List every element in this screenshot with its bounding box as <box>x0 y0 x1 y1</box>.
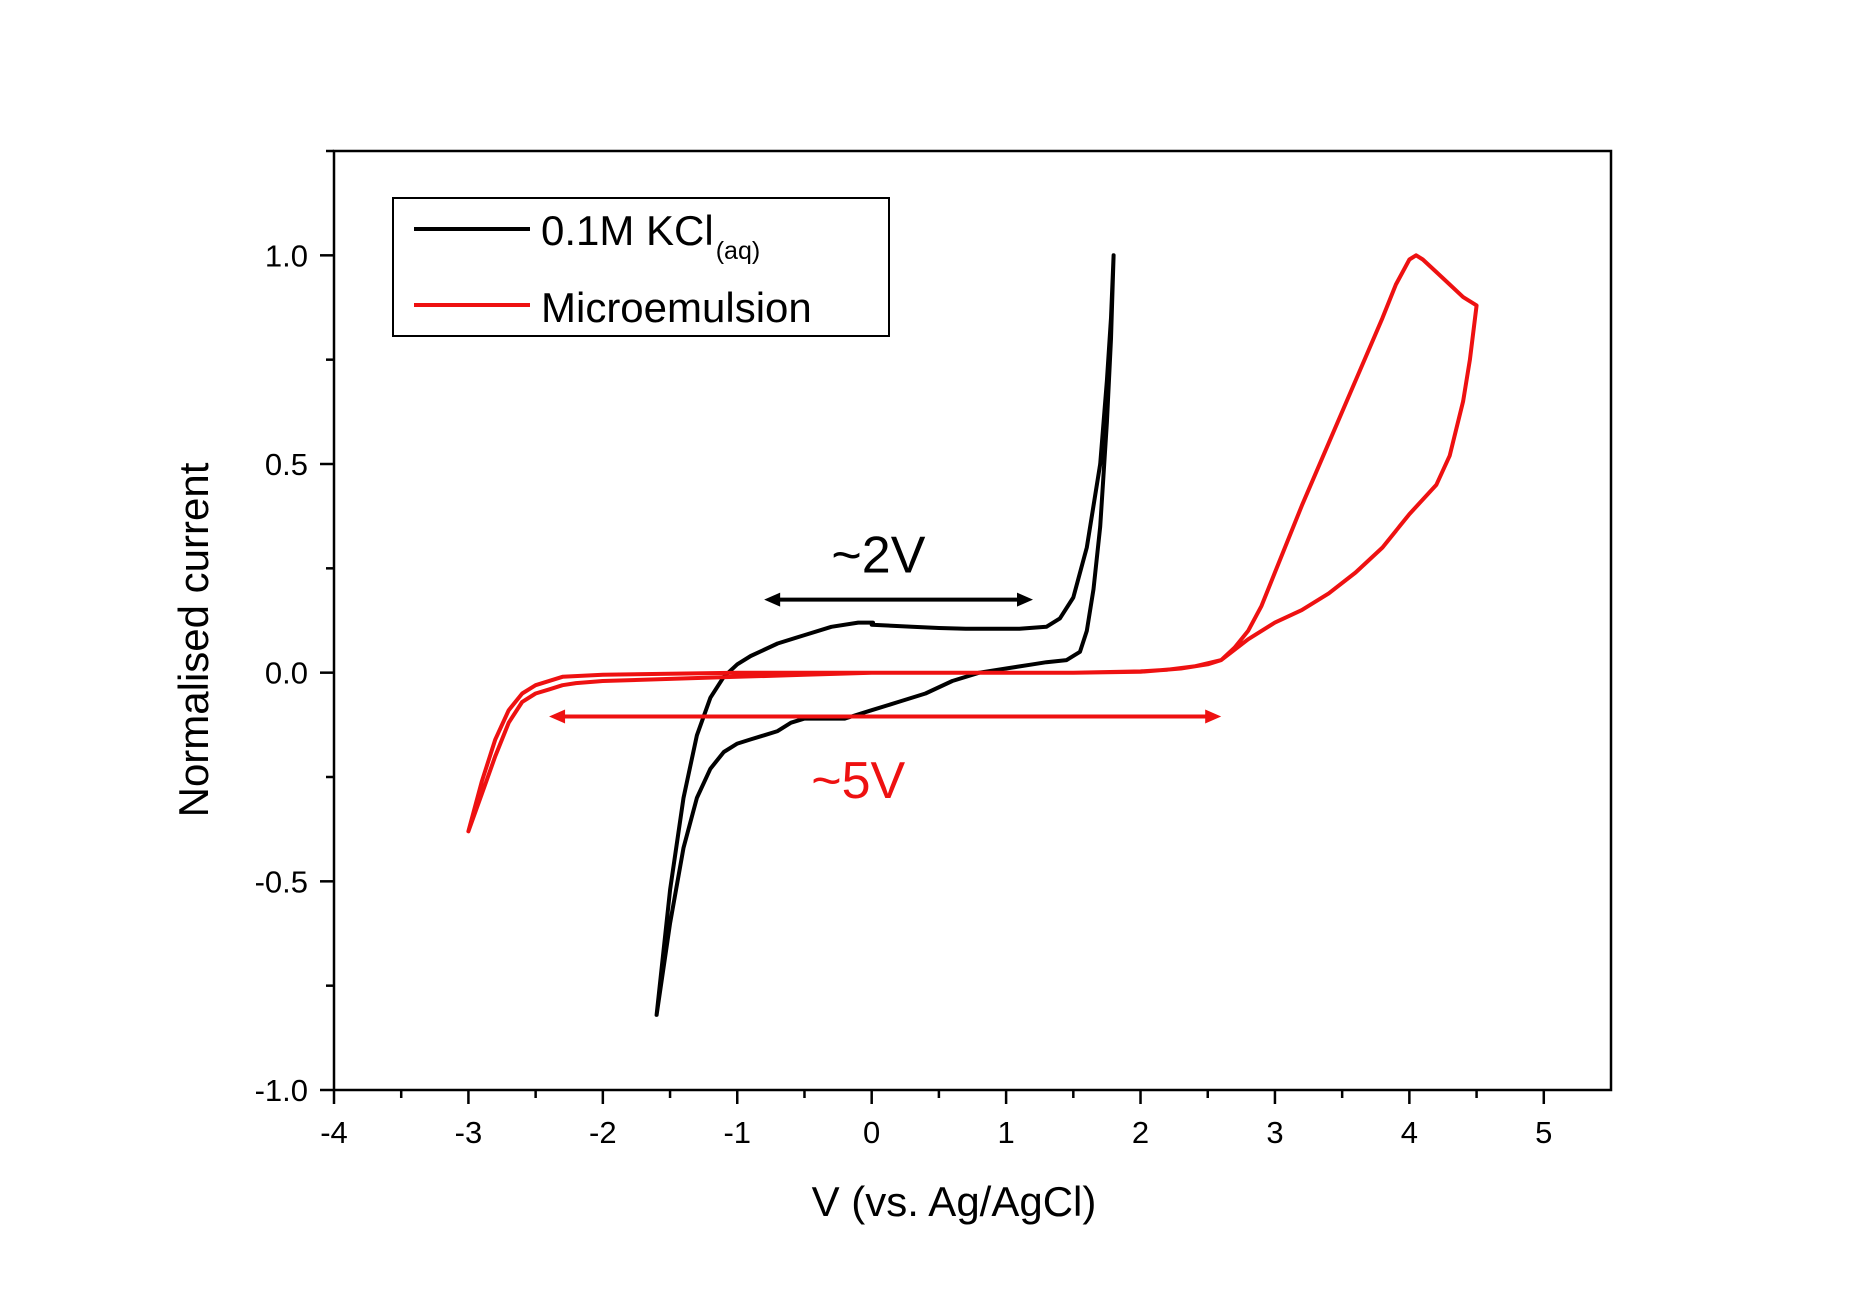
x-tick-label: -4 <box>320 1115 348 1150</box>
y-tick-label: -1.0 <box>255 1073 308 1108</box>
y-tick-label: -0.5 <box>255 864 308 899</box>
data-layer <box>466 253 1479 1017</box>
legend-box <box>392 197 890 337</box>
plot-frame <box>332 149 1613 1092</box>
span-label-0: ~2V <box>831 527 925 585</box>
x-tick-label: -3 <box>455 1115 483 1150</box>
span-arrow-head-left-0 <box>764 592 781 607</box>
x-tick-label: 1 <box>997 1115 1014 1150</box>
series-line-1 <box>466 253 1479 834</box>
annotation-layer: ~2V ~5V <box>549 527 1222 810</box>
series-line-0 <box>654 253 1116 1017</box>
x-tick-label: 3 <box>1266 1115 1283 1150</box>
axes-layer: -4 -3 -2 -1 0 1 2 3 4 5 -1.0 -0.5 0.0 0.5 1.0 <box>255 149 1613 1150</box>
y-axis-title: Normalised current <box>170 462 217 817</box>
y-tick-label: 0.5 <box>265 447 308 482</box>
x-tick-label: 4 <box>1401 1115 1418 1150</box>
x-tick-label: -2 <box>589 1115 617 1150</box>
legend-label-microemulsion: Microemulsion <box>541 284 812 331</box>
span-arrow-head-right-0 <box>1016 592 1033 607</box>
y-tick-label: 0.0 <box>265 656 308 691</box>
span-arrow-head-left-1 <box>549 709 566 724</box>
span-label-1: ~5V <box>811 752 905 810</box>
legend-label-kcl: 0.1M KCl(aq) <box>541 207 760 265</box>
x-tick-label: 0 <box>863 1115 880 1150</box>
x-tick-label: 2 <box>1132 1115 1149 1150</box>
legend-label-kcl-subscript: (aq) <box>716 237 760 265</box>
x-axis-title: V (vs. Ag/AgCl) <box>812 1178 1097 1225</box>
span-arrow-head-right-1 <box>1205 709 1222 724</box>
y-tick-label: 1.0 <box>265 238 308 273</box>
legend: 0.1M KCl(aq) Microemulsion <box>392 197 890 337</box>
x-tick-label: 5 <box>1535 1115 1552 1150</box>
x-tick-label: -1 <box>723 1115 751 1150</box>
